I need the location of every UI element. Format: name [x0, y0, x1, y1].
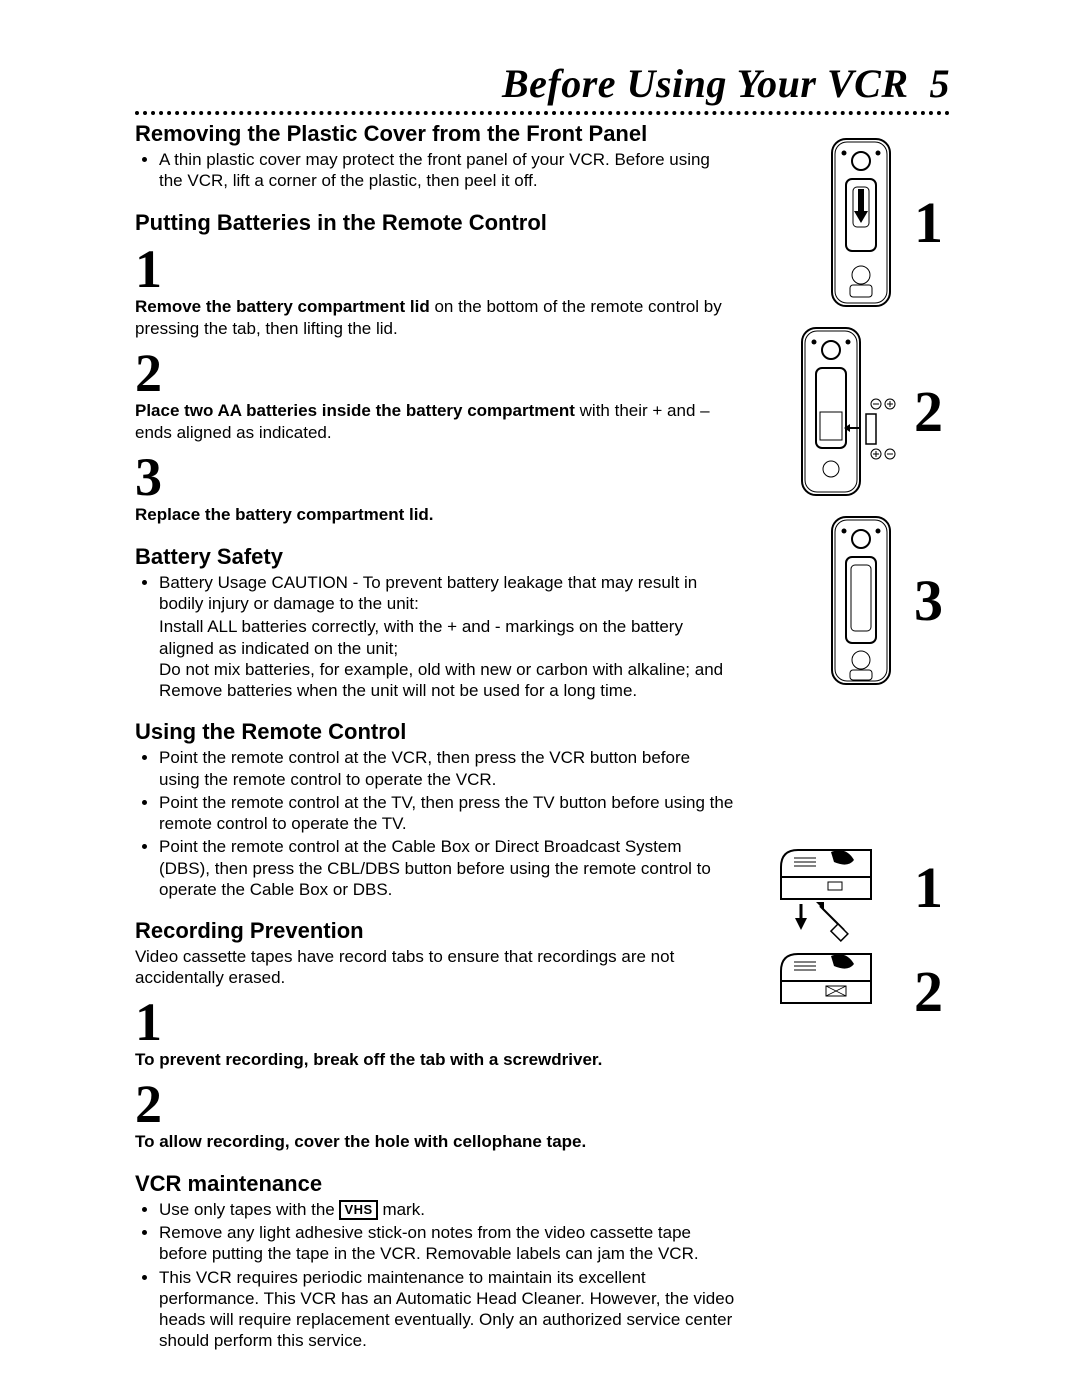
page-title: Before Using Your VCR	[502, 61, 909, 106]
diagram-number: 1	[914, 189, 950, 256]
section-heading-maintenance: VCR maintenance	[135, 1171, 735, 1197]
diagram-row: 2	[775, 324, 950, 499]
intro-text: Video cassette tapes have record tabs to…	[135, 946, 735, 989]
bullet-item: Battery Usage CAUTION - To prevent batte…	[159, 572, 735, 615]
step-text: Place two AA batteries inside the batter…	[135, 400, 735, 444]
bullet-list: A thin plastic cover may protect the fro…	[159, 149, 735, 192]
section-heading-using-remote: Using the Remote Control	[135, 719, 735, 745]
bullet-list: Use only tapes with the VHS mark. Remove…	[159, 1199, 735, 1352]
cassette-diagram-2-icon	[776, 946, 896, 1036]
spacer	[775, 702, 950, 842]
step-number: 2	[135, 1077, 735, 1131]
step-bold: Place two AA batteries inside the batter…	[135, 401, 575, 420]
right-column: 1	[735, 121, 950, 1050]
section-heading-recording-prevention: Recording Prevention	[135, 918, 735, 944]
section-heading-removing-cover: Removing the Plastic Cover from the Fron…	[135, 121, 735, 147]
step-number: 1	[135, 242, 735, 296]
sub-line: Do not mix batteries, for example, old w…	[159, 659, 735, 680]
header-divider	[135, 111, 950, 115]
step-number: 3	[135, 450, 735, 504]
sub-line: Install ALL batteries correctly, with th…	[159, 616, 735, 659]
step-bold: Replace the battery compartment lid.	[135, 505, 434, 524]
bullet-item: Point the remote control at the TV, then…	[159, 792, 735, 835]
bullet-list: Battery Usage CAUTION - To prevent batte…	[159, 572, 735, 615]
page-number: 5	[930, 61, 951, 106]
content-columns: Removing the Plastic Cover from the Fron…	[135, 121, 950, 1354]
diagram-row: 2	[775, 946, 950, 1036]
diagram-row: 1	[775, 842, 950, 932]
diagram-row: 1	[775, 135, 950, 310]
step-bold: To allow recording, cover the hole with …	[135, 1132, 586, 1151]
step-number: 2	[135, 346, 735, 400]
step-text: Remove the battery compartment lid on th…	[135, 296, 735, 340]
step-bold: Remove the battery compartment lid	[135, 297, 430, 316]
section-heading-battery-safety: Battery Safety	[135, 544, 735, 570]
bullet-item: Remove any light adhesive stick-on notes…	[159, 1222, 735, 1265]
diagram-number: 2	[914, 378, 950, 445]
text-fragment: mark.	[378, 1200, 425, 1219]
remote-diagram-3-icon	[826, 513, 896, 688]
step-bold: To prevent recording, break off the tab …	[135, 1050, 602, 1069]
section-heading-batteries: Putting Batteries in the Remote Control	[135, 210, 735, 236]
diagram-row: 3	[775, 513, 950, 688]
remote-diagram-1-icon	[826, 135, 896, 310]
vhs-badge-icon: VHS	[339, 1200, 377, 1220]
bullet-item: A thin plastic cover may protect the fro…	[159, 149, 735, 192]
text-fragment: Use only tapes with the	[159, 1200, 339, 1219]
bullet-item: This VCR requires periodic maintenance t…	[159, 1267, 735, 1352]
diagram-number: 1	[914, 854, 950, 921]
step-number: 1	[135, 995, 735, 1049]
bullet-list: Point the remote control at the VCR, the…	[159, 747, 735, 900]
step-text: To allow recording, cover the hole with …	[135, 1131, 735, 1153]
bullet-item: Point the remote control at the VCR, the…	[159, 747, 735, 790]
manual-page: Before Using Your VCR 5 Removing the Pla…	[0, 0, 1080, 1397]
diagram-number: 2	[914, 958, 950, 1025]
step-text: To prevent recording, break off the tab …	[135, 1049, 735, 1071]
left-column: Removing the Plastic Cover from the Fron…	[135, 121, 735, 1354]
page-header: Before Using Your VCR 5	[135, 60, 950, 107]
bullet-item: Point the remote control at the Cable Bo…	[159, 836, 735, 900]
remote-diagram-2-icon	[796, 324, 896, 499]
bullet-item: Use only tapes with the VHS mark.	[159, 1199, 735, 1220]
cassette-diagram-1-icon	[776, 842, 896, 932]
step-text: Replace the battery compartment lid.	[135, 504, 735, 526]
sub-line: Remove batteries when the unit will not …	[159, 680, 735, 701]
diagram-number: 3	[914, 567, 950, 634]
